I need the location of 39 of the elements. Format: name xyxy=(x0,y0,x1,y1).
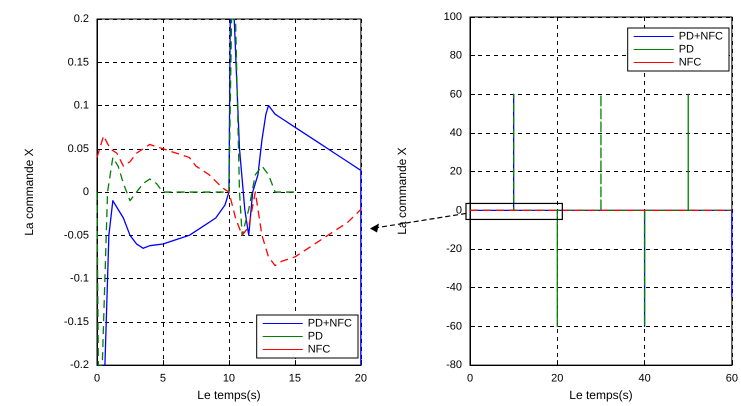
x-tick-label: 5 xyxy=(160,372,166,385)
legend-label: PD+NFC xyxy=(678,30,724,42)
x-tick-label: 40 xyxy=(638,372,651,385)
y-tick-label: 60 xyxy=(450,88,462,100)
y-tick-label: 0.05 xyxy=(68,142,89,155)
y-tick-label: -20 xyxy=(446,243,462,256)
y-tick-label: 20 xyxy=(450,166,462,178)
y-axis-title: La commande X xyxy=(22,148,36,236)
x-tick-label: 10 xyxy=(222,372,236,385)
y-tick-label: -80 xyxy=(446,359,462,372)
x-tick-label: 60 xyxy=(726,372,738,385)
y-tick-label: -0.05 xyxy=(64,229,89,242)
y-tick-label: -40 xyxy=(446,282,462,294)
legend-label: NFC xyxy=(308,344,330,356)
legend-label: PD xyxy=(678,44,694,56)
y-tick-label: -0.1 xyxy=(70,272,89,285)
y-tick-label: 0.15 xyxy=(68,56,89,68)
legend-label: PD xyxy=(308,330,324,342)
legend-label: PD+NFC xyxy=(308,318,352,330)
x-tick-label: 20 xyxy=(551,372,564,385)
y-tick-label: 0.1 xyxy=(74,100,89,112)
y-tick-label: 80 xyxy=(450,50,462,62)
line-series xyxy=(96,18,362,366)
line-series xyxy=(96,135,362,266)
x-axis-title: Le temps(s) xyxy=(569,388,633,402)
y-tick-label: 0.2 xyxy=(74,13,89,25)
y-tick-label: -0.15 xyxy=(64,316,89,328)
x-tick-label: 15 xyxy=(288,372,302,385)
y-tick-label: 0 xyxy=(82,186,89,198)
y-tick-label: 100 xyxy=(444,11,462,23)
x-tick-label: 0 xyxy=(466,372,474,385)
y-tick-label: -0.2 xyxy=(70,359,89,372)
x-tick-label: 20 xyxy=(354,372,368,385)
x-tick-label: 0 xyxy=(94,372,100,385)
y-tick-label: 0 xyxy=(456,204,462,216)
x-axis-title: Le temps(s) xyxy=(197,388,261,402)
y-tick-label: 40 xyxy=(450,127,462,140)
y-tick-label: -60 xyxy=(446,320,462,332)
legend-label: NFC xyxy=(678,56,702,68)
